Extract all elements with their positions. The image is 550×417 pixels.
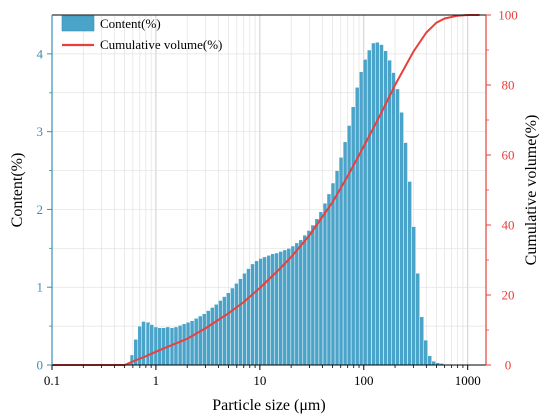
content-bar <box>306 230 312 366</box>
content-bar <box>362 59 368 366</box>
x-axis-title: Particle size (μm) <box>212 397 325 414</box>
content-bar <box>149 324 154 366</box>
content-bar <box>205 310 211 366</box>
y-tick-label: 1 <box>37 280 44 295</box>
content-bar <box>342 141 348 366</box>
axis-titles: Particle size (μm) Content(%) Cumulative v… <box>9 115 540 414</box>
content-bar <box>181 323 187 366</box>
content-bar <box>242 272 247 366</box>
y-tick-label: 2 <box>37 202 44 217</box>
content-bar <box>202 313 207 366</box>
x-tick-label: 100 <box>354 373 374 388</box>
content-bar <box>290 245 296 366</box>
legend-swatch-content <box>61 15 95 32</box>
y2-tick-label: 60 <box>502 148 515 163</box>
content-bar <box>387 59 392 366</box>
y-tick-label: 0 <box>37 358 44 373</box>
content-bar <box>310 224 316 366</box>
y2-tick-label: 0 <box>505 358 512 373</box>
content-bar <box>173 326 179 366</box>
x-tick-label: 1000 <box>455 373 481 388</box>
content-bar <box>346 125 352 366</box>
content-bar <box>391 72 396 366</box>
content-bar <box>197 315 203 366</box>
y2-tick-label: 100 <box>498 8 518 23</box>
content-bar <box>427 355 432 366</box>
content-bar <box>318 211 324 366</box>
content-bar <box>210 307 215 366</box>
content-bar <box>177 325 183 366</box>
content-bar <box>157 327 163 366</box>
content-bar <box>367 49 372 366</box>
content-bar <box>226 292 231 366</box>
content-bar <box>193 318 199 366</box>
content-bar <box>326 193 332 366</box>
content-bar <box>286 248 292 366</box>
content-bar <box>358 71 364 366</box>
content-bar <box>354 87 360 366</box>
content-bar <box>218 300 223 366</box>
content-bar <box>330 182 336 366</box>
content-bar <box>153 326 159 366</box>
content-bar <box>262 256 267 366</box>
content-bar <box>222 296 227 366</box>
legend-label-content: Content(%) <box>100 16 161 31</box>
content-bar <box>415 272 420 366</box>
content-bar <box>298 239 304 366</box>
content-bar <box>371 42 376 366</box>
content-bar <box>254 260 259 366</box>
content-bar <box>431 360 437 366</box>
content-bar <box>403 142 408 366</box>
content-bar <box>230 287 235 366</box>
x-tick-label: 10 <box>253 373 266 388</box>
y2-tick-label: 20 <box>502 288 515 303</box>
content-bar <box>375 41 380 366</box>
content-bar <box>399 111 404 366</box>
content-bar <box>350 106 356 366</box>
content-bar <box>258 258 264 366</box>
x-tick-label: 1 <box>153 373 160 388</box>
content-bar <box>234 283 239 366</box>
y2-tick-label: 40 <box>502 218 515 233</box>
content-bar <box>322 202 328 366</box>
content-bar <box>250 263 255 366</box>
content-bar <box>161 327 167 366</box>
content-bar <box>282 249 288 366</box>
y-axis-title: Content(%) <box>9 153 26 228</box>
content-bar <box>238 278 243 366</box>
y-tick-label: 4 <box>37 46 44 61</box>
cumulative-line-group <box>52 14 480 366</box>
y2-axis-title: Cumulative volume(%) <box>523 115 540 266</box>
x-tick-label: 0.1 <box>44 373 60 388</box>
content-bar <box>411 226 416 366</box>
content-bar <box>419 316 425 366</box>
content-bar <box>294 242 300 366</box>
content-bar <box>379 44 384 366</box>
content-bar <box>214 304 219 366</box>
legend-label-cumulative: Cumulative volume(%) <box>100 37 222 52</box>
legend: Content(%) Cumulative volume(%) <box>61 15 222 52</box>
content-bar <box>407 181 412 366</box>
y-tick-label: 3 <box>37 124 44 139</box>
content-bar <box>266 255 272 366</box>
content-bar <box>302 234 308 366</box>
cumulative-volume-line <box>52 14 480 366</box>
content-bar <box>246 268 251 366</box>
content-bar <box>334 170 340 366</box>
y2-tick-label: 80 <box>502 78 515 93</box>
content-bar <box>189 320 195 366</box>
content-bar <box>314 218 320 366</box>
content-bar <box>423 339 428 366</box>
content-bar <box>270 253 276 366</box>
content-bar <box>395 88 400 366</box>
content-bar <box>383 50 388 366</box>
content-bar <box>185 321 191 366</box>
